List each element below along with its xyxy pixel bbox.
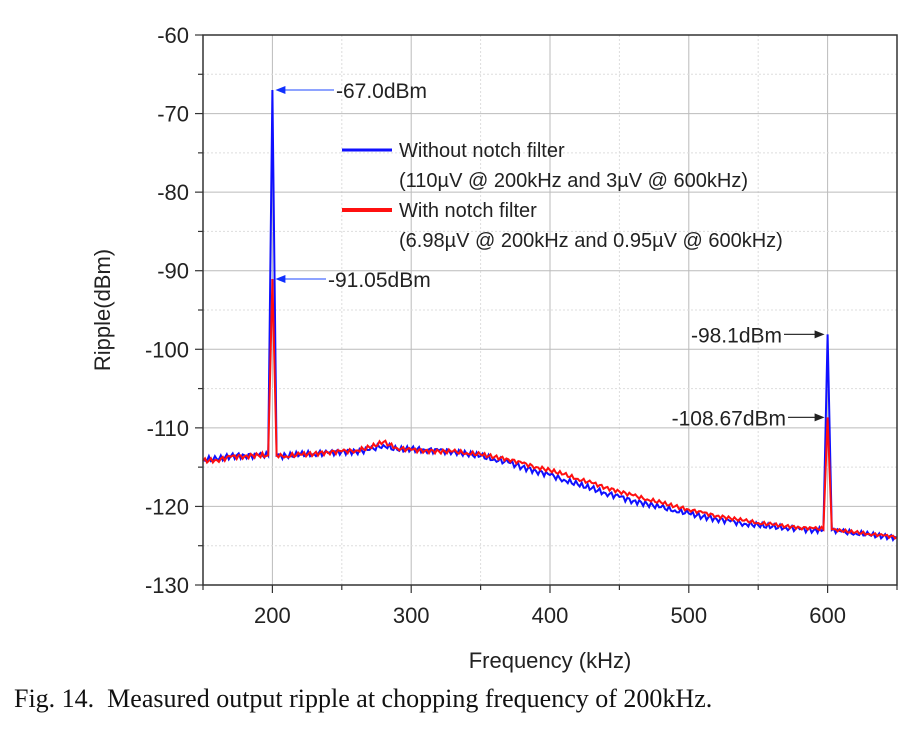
figure-caption: Fig. 14. Measured output ripple at chopp… — [14, 684, 713, 713]
legend-sublabel: (6.98µV @ 200kHz and 0.95µV @ 600kHz) — [399, 230, 783, 252]
legend: Without notch filter (110µV @ 200kHz and … — [342, 140, 783, 252]
annotation-label: -108.67dBm — [672, 407, 786, 430]
arrow-head-icon — [814, 413, 825, 422]
y-tick-label: -80 — [157, 180, 189, 205]
y-tick-label: -90 — [157, 259, 189, 284]
x-axis-label: Frequency (kHz) — [469, 648, 632, 673]
grid — [202, 34, 898, 586]
legend-label: Without notch filter — [399, 140, 565, 162]
ticks: 200 300 400 500 600 -60 -70 -80 -90 -100 -110 -120 -… — [145, 23, 898, 628]
arrow-head-icon — [275, 86, 286, 94]
y-axis-label: Ripple(dBm) — [90, 249, 115, 371]
x-tick-label: 300 — [393, 603, 430, 628]
legend-label: With notch filter — [399, 200, 537, 222]
y-tick-label: -60 — [157, 23, 189, 48]
x-tick-label: 500 — [670, 603, 707, 628]
annotation-label: -98.1dBm — [691, 324, 782, 347]
x-tick-label: 400 — [532, 603, 569, 628]
annotation-label: -91.05dBm — [328, 269, 431, 292]
x-tick-label: 200 — [254, 603, 291, 628]
y-tick-label: -130 — [145, 573, 189, 598]
arrow-head-icon — [814, 330, 825, 339]
series-line-with-notch — [202, 278, 898, 540]
annotation-label: -67.0dBm — [336, 80, 427, 103]
arrow-head-icon — [275, 274, 286, 283]
y-tick-label: -100 — [145, 337, 189, 362]
x-tick-label: 600 — [809, 603, 846, 628]
legend-sublabel: (110µV @ 200kHz and 3µV @ 600kHz) — [399, 170, 748, 192]
y-tick-label: -110 — [147, 416, 189, 441]
y-tick-label: -70 — [157, 102, 189, 127]
series-lines — [202, 89, 898, 543]
y-tick-label: -120 — [145, 494, 189, 519]
chart: 200 300 400 500 600 -60 -70 -80 -90 -100 -110 -120 -… — [90, 23, 898, 673]
annotations: -67.0dBm -91.05dBm -98.1dBm -108.67dBm — [275, 80, 825, 430]
